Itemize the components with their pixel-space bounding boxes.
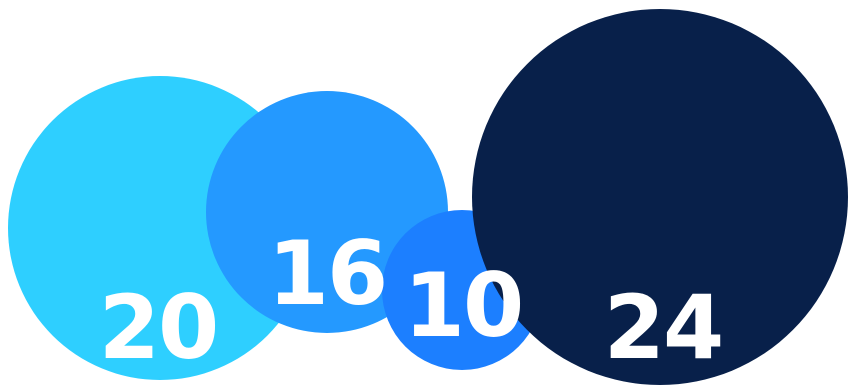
bubble-label-10: 10 (404, 254, 522, 357)
bubble-label-20: 20 (99, 276, 217, 379)
bubbles-layer (8, 9, 848, 385)
bubble-24 (472, 9, 848, 385)
bubble-label-16: 16 (268, 222, 386, 325)
labels-layer: 20 16 10 24 (99, 222, 724, 379)
bubble-label-24: 24 (604, 276, 722, 379)
